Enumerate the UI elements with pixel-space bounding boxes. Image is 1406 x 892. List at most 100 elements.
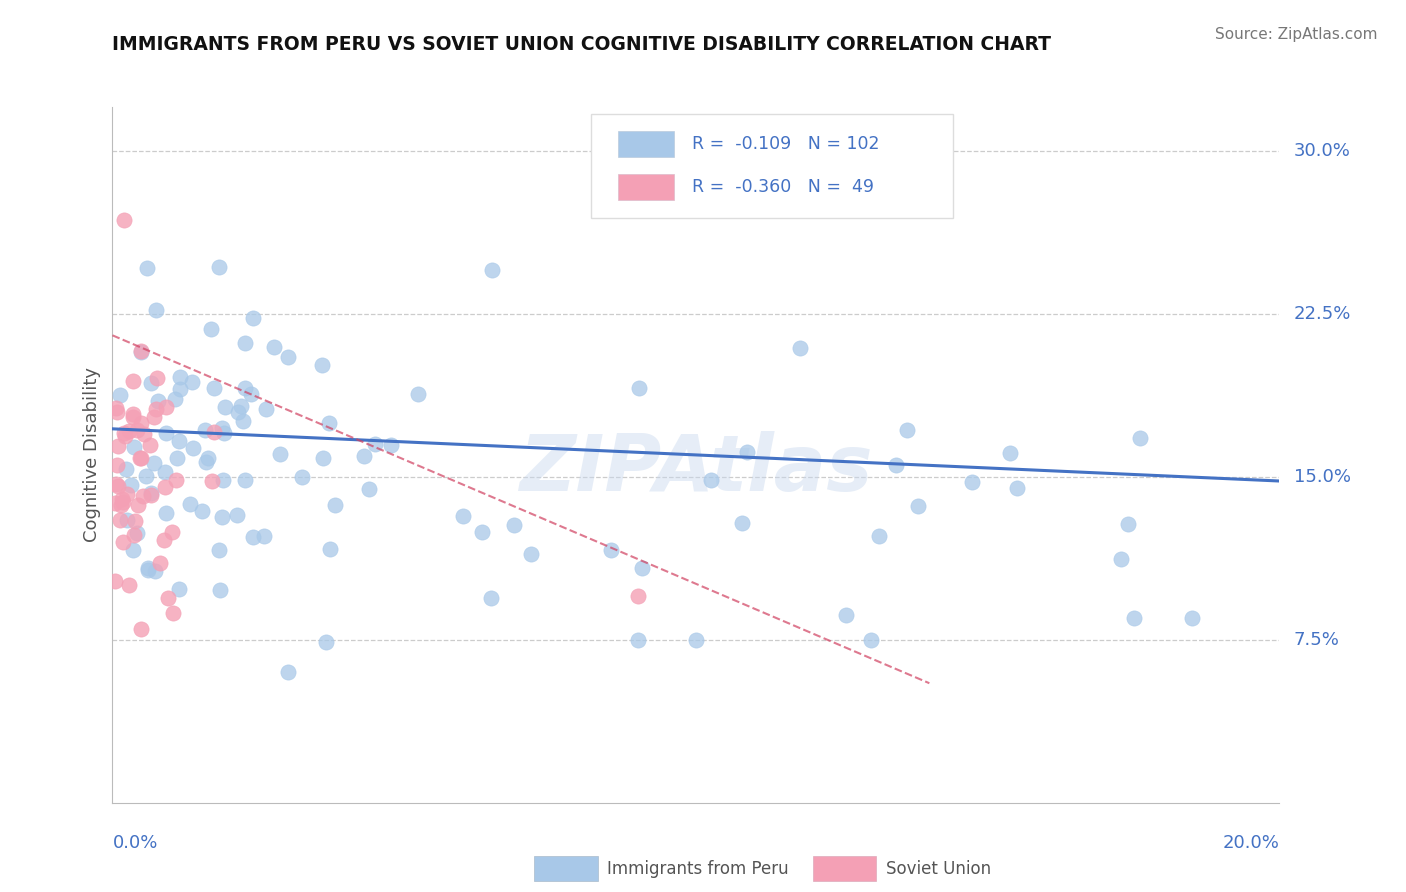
Point bbox=[138, 563, 160, 577]
Point bbox=[353, 449, 375, 463]
Point bbox=[214, 400, 236, 414]
Point bbox=[502, 518, 524, 533]
Point bbox=[380, 438, 402, 452]
Point bbox=[117, 424, 139, 438]
Point bbox=[179, 497, 201, 511]
Point bbox=[167, 434, 190, 448]
Point bbox=[735, 445, 758, 459]
Point bbox=[129, 345, 152, 359]
Point bbox=[142, 410, 165, 425]
Point bbox=[631, 560, 654, 574]
Point bbox=[146, 371, 169, 385]
Point bbox=[136, 561, 159, 575]
Point bbox=[145, 402, 167, 417]
Point bbox=[242, 310, 264, 325]
Bar bbox=[617, 131, 673, 157]
Point bbox=[112, 494, 135, 508]
Point bbox=[194, 424, 217, 438]
Point bbox=[148, 394, 170, 409]
Point bbox=[181, 441, 204, 455]
Point bbox=[311, 450, 333, 465]
Point bbox=[896, 423, 918, 437]
Point bbox=[112, 426, 135, 441]
Point bbox=[121, 543, 143, 558]
Point bbox=[960, 475, 983, 489]
Point bbox=[142, 457, 165, 471]
Point bbox=[139, 486, 162, 500]
Point bbox=[263, 339, 285, 353]
Point bbox=[155, 506, 177, 520]
Text: Immigrants from Peru: Immigrants from Peru bbox=[607, 860, 789, 878]
Point bbox=[107, 405, 129, 419]
Point bbox=[1129, 431, 1152, 445]
Point bbox=[212, 474, 235, 488]
Text: 30.0%: 30.0% bbox=[1294, 142, 1350, 160]
Point bbox=[138, 438, 160, 452]
Point bbox=[626, 589, 648, 603]
Point bbox=[139, 488, 162, 502]
Point bbox=[121, 408, 143, 422]
Point bbox=[481, 263, 503, 277]
Point bbox=[519, 547, 541, 561]
Point bbox=[112, 535, 135, 549]
Point bbox=[124, 514, 146, 528]
Point bbox=[115, 487, 138, 501]
Bar bbox=[617, 174, 673, 201]
Point bbox=[132, 489, 155, 503]
Point bbox=[789, 341, 811, 355]
Point bbox=[107, 458, 129, 472]
Point bbox=[129, 416, 152, 430]
Point bbox=[211, 510, 233, 524]
Text: R =  -0.109   N = 102: R = -0.109 N = 102 bbox=[693, 135, 880, 153]
Point bbox=[115, 513, 138, 527]
Point bbox=[357, 482, 380, 496]
Point bbox=[114, 462, 136, 476]
Point bbox=[131, 622, 153, 636]
Point bbox=[868, 529, 890, 543]
Point bbox=[253, 529, 276, 543]
Point bbox=[165, 473, 187, 487]
Point bbox=[153, 465, 176, 479]
Text: Soviet Union: Soviet Union bbox=[886, 860, 991, 878]
Point bbox=[132, 427, 155, 442]
Point bbox=[105, 477, 128, 491]
Point bbox=[208, 542, 231, 557]
Text: IMMIGRANTS FROM PERU VS SOVIET UNION COGNITIVE DISABILITY CORRELATION CHART: IMMIGRANTS FROM PERU VS SOVIET UNION COG… bbox=[112, 35, 1052, 54]
Text: Source: ZipAtlas.com: Source: ZipAtlas.com bbox=[1215, 27, 1378, 42]
Point bbox=[121, 374, 143, 388]
Text: R =  -0.360   N =  49: R = -0.360 N = 49 bbox=[693, 178, 875, 196]
FancyBboxPatch shape bbox=[591, 114, 953, 219]
Point bbox=[685, 632, 707, 647]
Point bbox=[884, 458, 907, 472]
Point bbox=[208, 583, 231, 598]
Point bbox=[627, 381, 650, 395]
Point bbox=[135, 469, 157, 483]
Point bbox=[200, 322, 222, 336]
Point bbox=[1116, 516, 1139, 531]
Point bbox=[129, 450, 152, 465]
Point bbox=[626, 632, 648, 647]
Point bbox=[162, 606, 184, 620]
Point bbox=[145, 302, 167, 317]
Point bbox=[208, 260, 231, 274]
Point bbox=[167, 582, 190, 597]
Point bbox=[998, 445, 1021, 459]
Point bbox=[451, 508, 474, 523]
Point bbox=[315, 634, 337, 648]
Point bbox=[127, 525, 149, 540]
Point bbox=[700, 473, 723, 487]
Point bbox=[169, 382, 191, 396]
Point bbox=[107, 479, 129, 493]
Point bbox=[129, 451, 152, 466]
Point bbox=[731, 516, 754, 530]
Point bbox=[166, 450, 188, 465]
Point bbox=[406, 387, 429, 401]
Point bbox=[233, 380, 256, 394]
Point bbox=[212, 425, 235, 440]
Point bbox=[181, 376, 204, 390]
Point bbox=[107, 440, 129, 454]
Point bbox=[254, 401, 277, 416]
Point bbox=[655, 154, 678, 169]
Point bbox=[907, 499, 929, 513]
Point bbox=[169, 370, 191, 384]
